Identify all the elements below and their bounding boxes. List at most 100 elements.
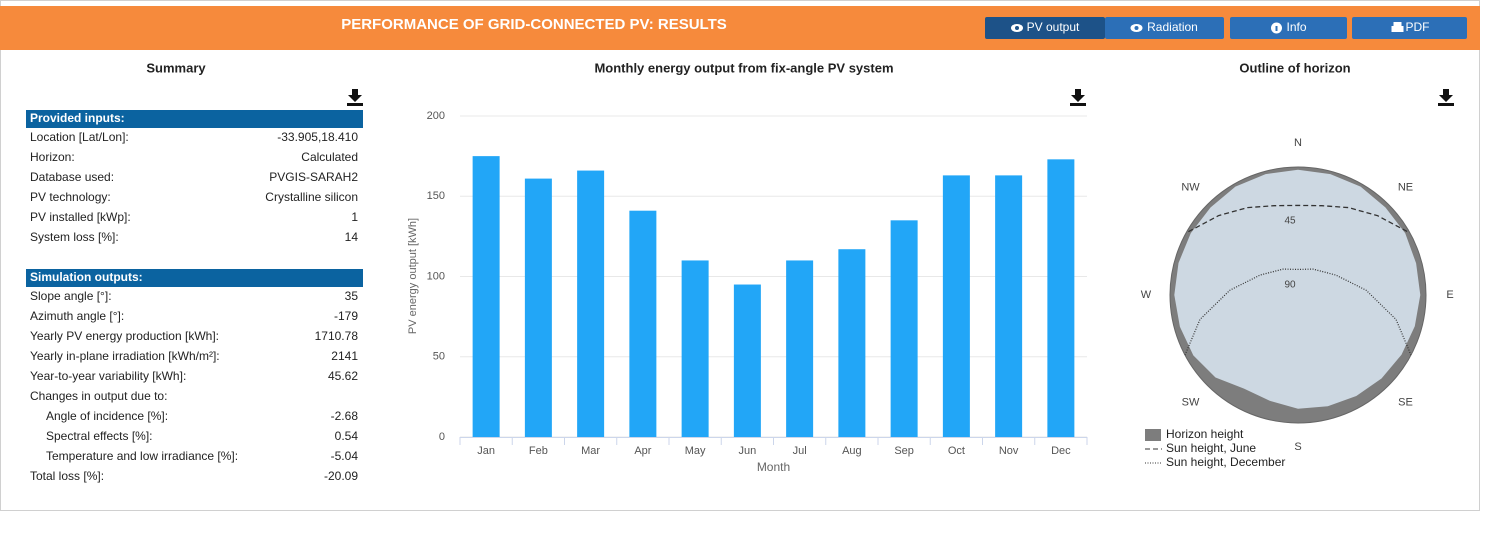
row-value: -2.68 xyxy=(331,409,359,423)
button-label[interactable]: Radiation xyxy=(1147,20,1198,34)
y-tick-label: 200 xyxy=(427,110,445,122)
bar xyxy=(629,210,657,437)
row-label: Yearly in-plane irradiation [kWh/m²]: xyxy=(30,349,220,363)
row-value: 35 xyxy=(345,289,359,303)
row-label: PV technology: xyxy=(30,190,111,204)
x-tick-label: Apr xyxy=(634,445,651,457)
sky-area xyxy=(1174,169,1421,409)
y-tick-label: 100 xyxy=(427,270,445,282)
row-value: 0.54 xyxy=(335,429,359,443)
download-icon[interactable] xyxy=(1071,89,1085,102)
bar xyxy=(472,156,500,437)
button-label[interactable]: PV output xyxy=(1027,20,1080,34)
section-title: Provided inputs: xyxy=(30,111,125,125)
download-icon-bar[interactable] xyxy=(347,103,363,106)
legend-swatch xyxy=(1145,429,1161,441)
x-tick-label: May xyxy=(685,445,706,457)
row-label: Location [Lat/Lon]: xyxy=(30,130,129,144)
x-tick-label: Dec xyxy=(1051,445,1071,457)
section-title: Simulation outputs: xyxy=(30,270,143,284)
legend-label[interactable]: Sun height, December xyxy=(1166,455,1285,469)
sun-path xyxy=(1188,204,1408,233)
row-label: Database used: xyxy=(30,170,114,184)
direction-label: NE xyxy=(1398,181,1413,193)
bar xyxy=(1047,159,1075,437)
row-label: System loss [%]: xyxy=(30,230,119,244)
direction-label: SW xyxy=(1182,396,1200,408)
bar xyxy=(995,175,1023,437)
x-tick-label: Nov xyxy=(999,445,1019,457)
summary-title: Summary xyxy=(146,60,206,75)
row-value: Calculated xyxy=(301,150,358,164)
legend-label[interactable]: Sun height, June xyxy=(1166,441,1256,455)
row-label: Year-to-year variability [kWh]: xyxy=(30,369,186,383)
bar xyxy=(524,178,552,437)
x-tick-label: Jun xyxy=(739,445,757,457)
y-tick-label: 150 xyxy=(427,190,445,202)
x-tick-label: Sep xyxy=(894,445,914,457)
section-header xyxy=(26,269,363,287)
info-icon-mark xyxy=(1275,26,1278,31)
row-value: 1 xyxy=(351,210,358,224)
row-value: -33.905,18.410 xyxy=(277,130,358,144)
row-label: PV installed [kWp]: xyxy=(30,210,131,224)
direction-label: W xyxy=(1141,289,1152,301)
chart-title: Outline of horizon xyxy=(1239,60,1350,75)
bar xyxy=(577,170,605,437)
x-tick-label: Mar xyxy=(581,445,600,457)
y-axis-label: PV energy output [kWh] xyxy=(407,218,419,334)
sun-path xyxy=(1184,268,1412,356)
chart-title: Monthly energy output from fix-angle PV … xyxy=(594,60,893,75)
direction-label: NW xyxy=(1181,181,1200,193)
button[interactable] xyxy=(1105,17,1224,39)
row-label: Spectral effects [%]: xyxy=(46,429,153,443)
x-tick-label: Jul xyxy=(793,445,807,457)
print-icon-paper xyxy=(1393,22,1402,26)
x-tick-label: Oct xyxy=(948,445,965,457)
row-value: Crystalline silicon xyxy=(265,190,358,204)
print-icon xyxy=(1391,26,1404,32)
download-icon-bar[interactable] xyxy=(1438,103,1454,106)
legend-label[interactable]: Horizon height xyxy=(1166,427,1244,441)
y-tick-label: 50 xyxy=(433,351,445,363)
section-header xyxy=(26,110,363,128)
download-icon-bar[interactable] xyxy=(1070,103,1086,106)
row-value: -5.04 xyxy=(331,449,359,463)
header-title: PERFORMANCE OF GRID-CONNECTED PV: RESULT… xyxy=(341,16,727,33)
x-tick-label: Aug xyxy=(842,445,862,457)
row-label: Azimuth angle [°]: xyxy=(30,309,124,323)
bar xyxy=(733,284,761,437)
row-label: Horizon: xyxy=(30,150,75,164)
r-tick-label: 90 xyxy=(1284,280,1296,291)
button-label[interactable]: PDF xyxy=(1406,20,1430,34)
button[interactable] xyxy=(985,17,1105,39)
bar xyxy=(890,220,918,437)
x-tick-label: Jan xyxy=(477,445,495,457)
x-tick-label: Feb xyxy=(529,445,548,457)
direction-label: SE xyxy=(1398,396,1413,408)
direction-label: E xyxy=(1446,289,1453,301)
download-icon[interactable] xyxy=(1439,89,1453,102)
row-label: Yearly PV energy production [kWh]: xyxy=(30,329,219,343)
direction-label: N xyxy=(1294,137,1302,149)
button-label[interactable]: Info xyxy=(1286,20,1306,34)
row-label: Changes in output due to: xyxy=(30,389,167,403)
row-value: 1710.78 xyxy=(315,329,359,343)
bar xyxy=(681,260,709,437)
row-label: Slope angle [°]: xyxy=(30,289,112,303)
row-value: 45.62 xyxy=(328,369,358,383)
button[interactable] xyxy=(1230,17,1347,39)
row-label: Angle of incidence [%]: xyxy=(46,409,168,423)
download-icon[interactable] xyxy=(348,89,362,102)
horizon-outline xyxy=(1169,166,1427,424)
r-tick-label: 45 xyxy=(1284,216,1296,227)
y-tick-label: 0 xyxy=(439,431,445,443)
row-value: 2141 xyxy=(331,349,358,363)
button[interactable] xyxy=(1352,17,1467,39)
direction-label: S xyxy=(1294,441,1301,453)
x-axis-label: Month xyxy=(757,460,790,474)
eye-icon-pupil xyxy=(1015,26,1019,30)
row-label: Temperature and low irradiance [%]: xyxy=(46,449,238,463)
